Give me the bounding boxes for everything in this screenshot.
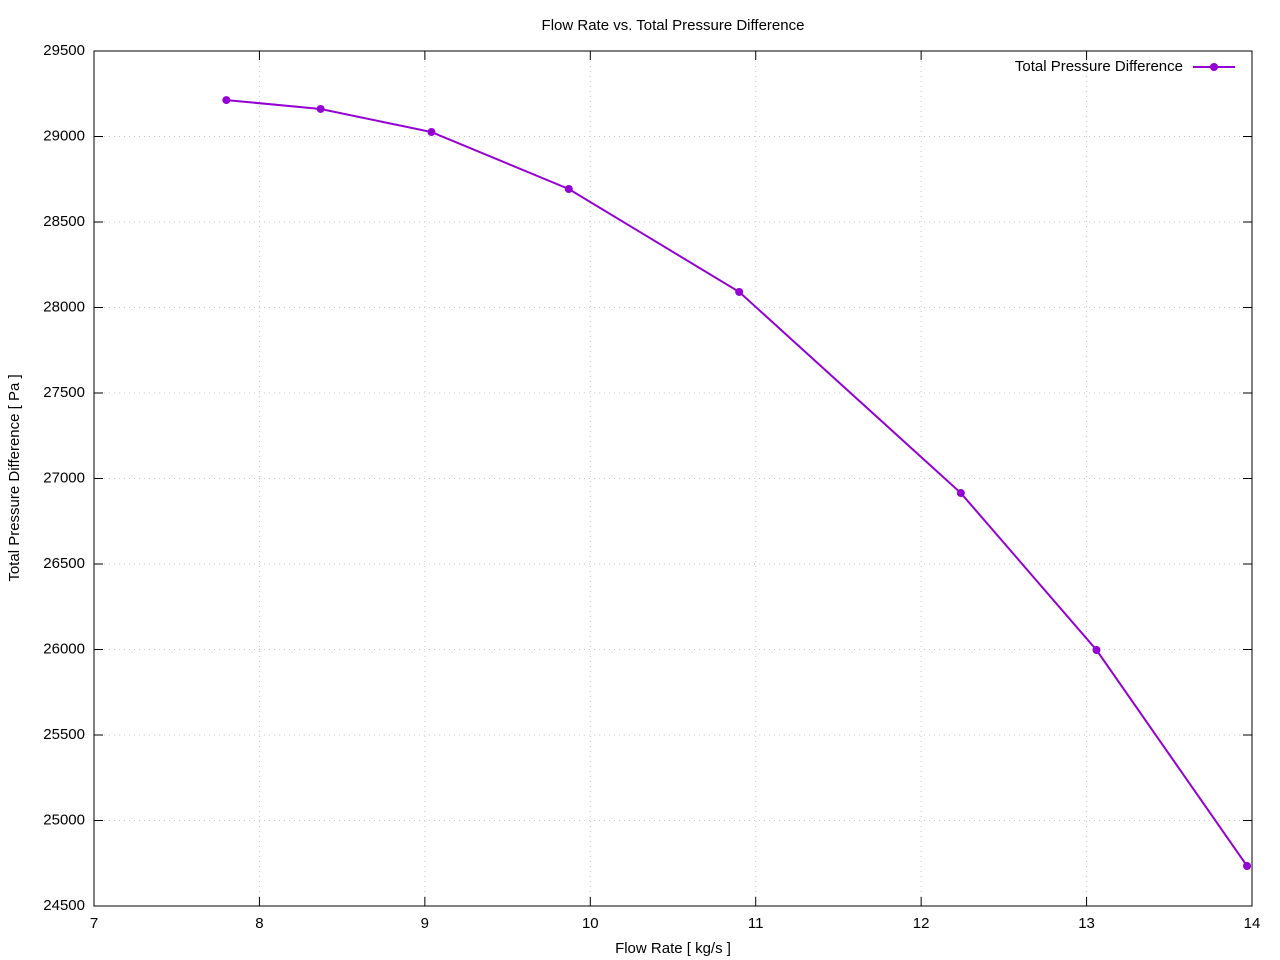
x-tick-label: 8 (255, 915, 263, 932)
y-tick-label: 29000 (43, 127, 85, 144)
x-tick-label: 10 (582, 915, 599, 932)
series-line (226, 99, 1248, 867)
x-tick-label: 11 (748, 915, 764, 932)
data-point (1243, 861, 1252, 870)
chart-title: Flow Rate vs. Total Pressure Difference (542, 17, 805, 34)
y-tick-label: 26000 (43, 640, 85, 657)
y-tick-label: 28000 (43, 298, 85, 315)
data-point (735, 287, 744, 296)
data-point (956, 489, 965, 498)
y-tick-label: 28500 (43, 213, 85, 230)
data-point (316, 104, 325, 113)
x-tick-label: 9 (421, 915, 429, 932)
data-point (427, 128, 436, 137)
legend-label: Total Pressure Difference (1015, 58, 1183, 75)
legend-marker (1210, 63, 1218, 71)
y-tick-label: 27500 (43, 384, 85, 401)
data-point (564, 184, 573, 193)
x-tick-label: 12 (913, 915, 930, 932)
y-tick-label: 29500 (43, 42, 85, 59)
data-point (222, 96, 231, 105)
x-tick-label: 13 (1078, 915, 1095, 932)
x-tick-label: 14 (1244, 915, 1261, 932)
y-tick-label: 26500 (43, 555, 85, 572)
data-point (1092, 646, 1101, 655)
y-tick-label: 27000 (43, 469, 85, 486)
y-axis-label: Total Pressure Difference [ Pa ] (6, 374, 23, 581)
x-axis-label: Flow Rate [ kg/s ] (615, 940, 731, 957)
plot-frame (93, 50, 1253, 907)
y-tick-label: 24500 (43, 897, 85, 914)
y-tick-label: 25000 (43, 811, 85, 828)
y-tick-label: 25500 (43, 726, 85, 743)
x-tick-label: 7 (90, 915, 98, 932)
